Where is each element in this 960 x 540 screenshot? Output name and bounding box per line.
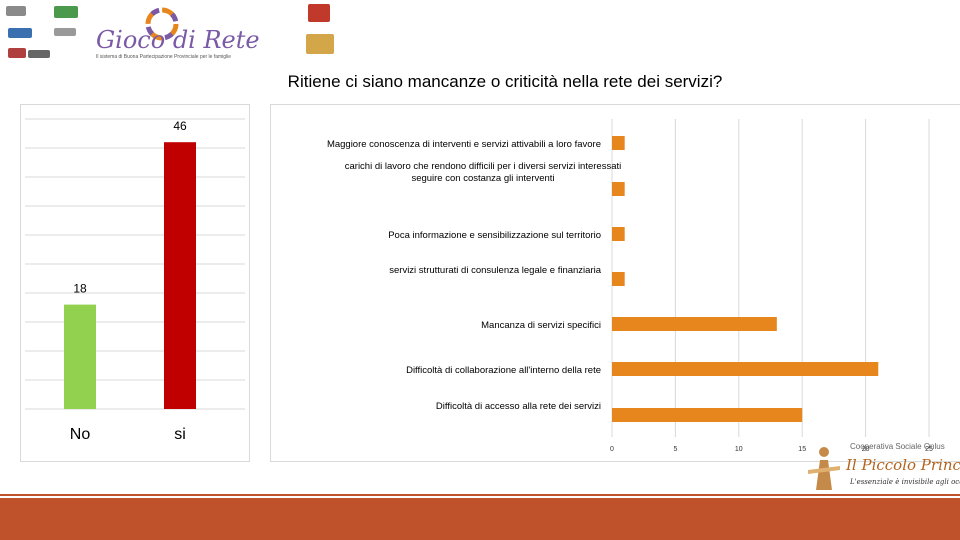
partner-logo xyxy=(306,34,334,54)
data-label: 46 xyxy=(173,119,187,133)
bar xyxy=(612,362,879,376)
x-tick-label: 5 xyxy=(673,446,677,453)
category-label: Difficoltà di collaborazione all'interno… xyxy=(406,365,601,376)
partner-logos-left xyxy=(6,4,86,62)
partner-logo xyxy=(54,6,78,18)
page-title: Ritiene ci siano mancanze o criticità ne… xyxy=(287,72,723,91)
partner-logo xyxy=(28,50,50,58)
bar xyxy=(612,272,625,286)
category-label: si xyxy=(174,426,186,443)
x-tick-label: 10 xyxy=(735,446,743,453)
x-tick-label: 20 xyxy=(862,446,870,453)
bar-si xyxy=(164,142,196,409)
sponsor-tagline: L'essenziale è invisibile agli occhi xyxy=(850,478,960,486)
category-label: No xyxy=(70,426,91,443)
category-label: carichi di lavoro che rendono difficili … xyxy=(345,161,622,184)
figure-icon xyxy=(808,447,840,490)
x-tick-label: 0 xyxy=(610,446,614,453)
partner-logo xyxy=(8,28,32,38)
brand-logo: Gioco di Rete Il sistema di Buona Partec… xyxy=(96,4,260,64)
partner-logo xyxy=(8,48,26,58)
data-label: 18 xyxy=(73,282,87,296)
bar xyxy=(612,227,625,241)
brand-subtitle: Il sistema di Buona Partecipazione Provi… xyxy=(96,54,232,60)
chart-left-frame: 18 No 46 si xyxy=(20,104,250,462)
partner-logo xyxy=(308,4,330,22)
sponsor-name: Il Piccolo Principe xyxy=(846,456,960,474)
footer-line xyxy=(0,494,960,496)
x-tick-label: 15 xyxy=(798,446,806,453)
footer-bar xyxy=(0,498,960,540)
category-label-line: seguire con costanza gli interventi xyxy=(411,173,554,184)
category-label: Mancanza di servizi specifici xyxy=(481,320,601,331)
category-label: Poca informazione e sensibilizzazione su… xyxy=(388,230,601,241)
category-label: Maggiore conoscenza di interventi e serv… xyxy=(327,139,601,150)
chart-left: 18 No 46 si xyxy=(25,118,245,443)
x-tick-label: 25 xyxy=(925,446,933,453)
bar xyxy=(612,182,625,196)
bar xyxy=(612,408,803,422)
chart-right-frame: 0 5 10 15 20 25 Maggiore conoscenza di interve… xyxy=(270,104,960,462)
bar xyxy=(612,317,777,331)
category-label: servizi strutturati di consulenza legale… xyxy=(389,265,601,276)
bar xyxy=(612,136,625,150)
chart-right: 0 5 10 15 20 25 Maggiore conoscenza di interve… xyxy=(327,119,933,453)
sponsor-logo: Cooperativa Sociale Onlus Il Piccolo Pri… xyxy=(806,440,960,492)
category-label: Difficoltà di accesso alla rete dei serv… xyxy=(436,401,601,412)
partner-logo xyxy=(6,6,26,16)
bar-no xyxy=(64,304,96,409)
brand-emblem xyxy=(145,7,179,41)
partner-logo xyxy=(54,28,76,36)
brand-title: Gioco di Rete xyxy=(96,26,260,54)
partner-logos-right xyxy=(288,2,340,60)
category-label-line: carichi di lavoro che rendono difficili … xyxy=(345,161,622,172)
sponsor-org: Cooperativa Sociale Onlus xyxy=(850,442,945,451)
